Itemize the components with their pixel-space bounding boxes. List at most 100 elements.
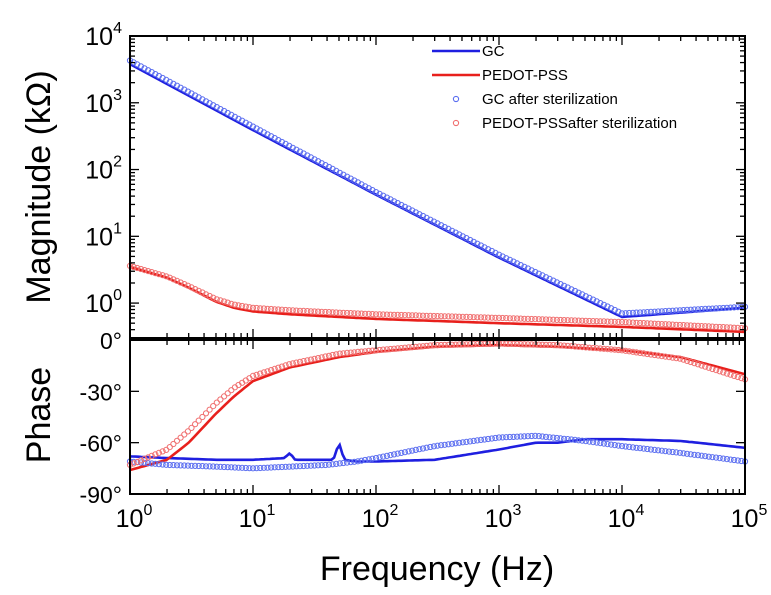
- phase-marker: [514, 340, 521, 347]
- phase-marker: [249, 372, 257, 379]
- magnitude-marker: [684, 306, 691, 313]
- phase-marker: [582, 344, 589, 351]
- phase-marker: [665, 448, 673, 455]
- magnitude-marker: [495, 251, 503, 258]
- magnitude-marker: [344, 173, 351, 180]
- phase-marker: [524, 341, 532, 348]
- magnitude-marker: [510, 258, 517, 265]
- phase-marker: [405, 448, 412, 455]
- magnitude-marker: [600, 301, 608, 308]
- phase-marker: [680, 356, 687, 363]
- magnitude-marker: [481, 314, 488, 321]
- phase-marker: [217, 463, 224, 470]
- magnitude-marker: [716, 323, 723, 331]
- phase-y-tick-label: 0°: [100, 328, 122, 354]
- phase-marker: [170, 440, 177, 448]
- magnitude-marker: [307, 308, 314, 315]
- magnitude-marker: [199, 289, 206, 296]
- phase-plot-frame: [129, 339, 746, 495]
- phase-marker: [553, 434, 561, 442]
- phase-marker: [586, 344, 593, 351]
- magnitude-marker: [622, 310, 629, 317]
- magnitude-marker: [709, 305, 716, 312]
- phase-marker: [716, 455, 723, 462]
- phase-marker: [148, 452, 155, 459]
- magnitude-marker: [224, 109, 231, 117]
- magnitude-y-tick-label: 101: [85, 220, 122, 251]
- magnitude-marker: [568, 286, 575, 293]
- phase-marker: [148, 460, 155, 467]
- magnitude-marker: [145, 67, 152, 74]
- magnitude-marker: [347, 175, 354, 182]
- phase-marker: [311, 355, 318, 362]
- magnitude-marker: [296, 307, 304, 314]
- phase-marker: [687, 451, 694, 458]
- phase-marker: [438, 442, 445, 449]
- magnitude-marker: [372, 311, 380, 318]
- phase-marker: [199, 463, 206, 470]
- phase-marker: [550, 341, 557, 349]
- magnitude-marker: [600, 318, 608, 325]
- phase-marker: [224, 390, 231, 397]
- phase-marker: [680, 450, 687, 457]
- magnitude-marker: [571, 317, 579, 324]
- phase-marker: [307, 356, 314, 363]
- phase-marker: [427, 342, 434, 349]
- magnitude-marker: [687, 306, 694, 313]
- phase-marker: [647, 446, 655, 453]
- phase-marker: [264, 368, 271, 375]
- magnitude-marker: [210, 294, 217, 301]
- phase-marker: [358, 348, 365, 355]
- magnitude-marker: [597, 318, 604, 325]
- magnitude-marker: [503, 255, 510, 262]
- phase-marker: [575, 437, 582, 444]
- magnitude-marker: [452, 229, 459, 236]
- magnitude-marker: [535, 270, 542, 277]
- magnitude-marker: [372, 189, 380, 196]
- phase-marker: [463, 341, 470, 348]
- phase-marker: [665, 354, 673, 361]
- phase-marker: [289, 463, 296, 470]
- magnitude-marker: [571, 287, 579, 295]
- phase-marker: [416, 343, 423, 350]
- magnitude-marker: [358, 310, 365, 317]
- magnitude-marker: [351, 177, 358, 184]
- magnitude-y-tick-label: 104: [85, 20, 122, 51]
- magnitude-marker: [354, 310, 361, 317]
- magnitude-marker: [720, 324, 727, 331]
- magnitude-marker: [152, 71, 159, 78]
- phase-marker: [579, 344, 586, 351]
- magnitude-marker: [582, 317, 589, 324]
- phase-marker: [210, 463, 217, 470]
- phase-marker: [492, 434, 499, 442]
- phase-marker: [452, 440, 459, 447]
- phase-marker: [293, 463, 300, 470]
- magnitude-marker: [640, 320, 647, 327]
- phase-marker: [593, 439, 600, 446]
- magnitude-marker: [184, 282, 191, 289]
- phase-marker: [550, 434, 557, 441]
- phase-marker: [535, 433, 542, 440]
- phase-marker: [644, 445, 651, 453]
- magnitude-marker: [662, 308, 669, 315]
- phase-marker: [658, 447, 665, 454]
- magnitude-marker: [474, 314, 481, 321]
- phase-marker: [315, 462, 322, 469]
- phase-marker: [477, 340, 484, 347]
- magnitude-marker: [503, 315, 510, 322]
- phase-marker: [159, 461, 166, 468]
- phase-marker: [347, 349, 354, 356]
- phase-marker: [467, 438, 474, 445]
- magnitude-marker: [669, 307, 676, 314]
- magnitude-y-tick-label: 100: [85, 287, 122, 318]
- phase-marker: [354, 348, 361, 355]
- magnitude-marker: [166, 274, 173, 281]
- magnitude-marker: [409, 207, 416, 214]
- phase-marker: [590, 439, 597, 446]
- magnitude-marker: [611, 318, 618, 325]
- phase-y-tick-label: -90°: [80, 482, 122, 508]
- phase-marker: [532, 341, 539, 348]
- magnitude-marker: [427, 312, 434, 319]
- phase-marker: [163, 461, 170, 468]
- phase-marker: [709, 365, 716, 373]
